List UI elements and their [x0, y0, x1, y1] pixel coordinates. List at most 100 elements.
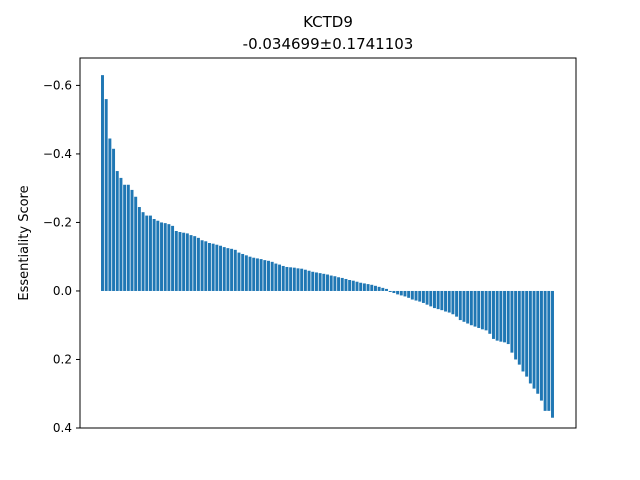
bar: [303, 269, 307, 291]
bar: [174, 231, 178, 291]
bar: [521, 290, 525, 372]
bar: [148, 215, 152, 291]
bar: [337, 277, 341, 291]
y-tick-label: 0.0: [53, 284, 72, 298]
bar: [373, 285, 377, 291]
bar: [396, 290, 400, 295]
bar: [259, 259, 263, 291]
bar: [359, 282, 363, 291]
bar: [211, 243, 215, 291]
bar: [167, 224, 171, 291]
bar: [466, 290, 470, 324]
bar: [126, 184, 130, 291]
bar: [429, 290, 433, 307]
bar: [329, 275, 333, 291]
bar: [543, 290, 547, 411]
bar: [196, 237, 200, 291]
bar: [517, 290, 521, 365]
bar: [532, 290, 536, 389]
bar: [296, 268, 300, 291]
bar: [473, 290, 477, 327]
y-tick-label: 0.4: [53, 421, 72, 435]
bar: [311, 271, 315, 291]
bar: [278, 264, 282, 291]
bar: [300, 268, 304, 291]
bar: [226, 248, 230, 291]
bar: [499, 290, 503, 342]
bar: [307, 270, 311, 291]
plot-frame: [79, 57, 577, 429]
y-axis: −0.6 −0.4 −0.2 0.0 0.2 0.4: [43, 78, 80, 435]
bar: [392, 290, 396, 294]
bar: [171, 225, 175, 291]
bar: [156, 220, 160, 291]
y-tick-label: −0.6: [43, 78, 72, 92]
bar: [112, 148, 116, 291]
y-tick-label: 0.2: [53, 352, 72, 366]
bar: [178, 232, 182, 291]
bar: [101, 75, 104, 291]
bar: [137, 207, 141, 291]
bar: [421, 290, 425, 303]
bar: [215, 244, 219, 291]
bar: [281, 265, 285, 291]
bar: [447, 290, 451, 313]
bar: [514, 290, 518, 360]
bar: [204, 241, 208, 291]
bar: [134, 196, 138, 291]
bar: [108, 138, 112, 291]
bar: [255, 258, 259, 291]
bar: [403, 290, 407, 297]
bar: [451, 290, 455, 315]
bar: [248, 256, 252, 291]
bar: [366, 284, 370, 291]
bar: [193, 236, 197, 291]
bar: [440, 290, 444, 311]
bar: [506, 290, 510, 345]
bar: [145, 215, 149, 291]
bar: [130, 189, 134, 291]
bar: [252, 257, 256, 291]
bar: [495, 290, 499, 341]
bar: [326, 274, 329, 291]
bar: [455, 290, 459, 317]
bar: [547, 290, 551, 411]
bar: [469, 290, 473, 326]
bar: [388, 290, 392, 292]
bar: [355, 281, 359, 291]
bar: [318, 273, 322, 291]
bar: [432, 290, 436, 309]
bars-group: [101, 75, 554, 418]
bar: [484, 290, 488, 331]
bar: [444, 290, 448, 312]
bar: [285, 266, 289, 291]
bar: [377, 286, 381, 291]
bar: [488, 290, 492, 334]
bar: [536, 290, 540, 394]
bar: [222, 247, 226, 291]
bar: [414, 290, 418, 301]
bar: [462, 290, 466, 322]
bar: [207, 243, 211, 291]
bar: [322, 273, 326, 291]
bar: [233, 249, 237, 291]
bar: [219, 245, 223, 291]
bar: [123, 184, 127, 291]
bar: [200, 240, 204, 291]
bar: [267, 260, 270, 291]
bar: [182, 232, 186, 291]
chart-subtitle: -0.034699±0.1741103: [243, 35, 414, 53]
bar: [119, 177, 123, 291]
chart-title: KCTD9: [303, 13, 353, 31]
bar: [399, 290, 403, 296]
bar: [525, 290, 529, 377]
bar: [410, 290, 414, 300]
bar: [407, 290, 411, 298]
y-tick-label: −0.2: [43, 215, 72, 229]
bar: [351, 280, 355, 291]
bar: [237, 252, 241, 291]
bar: [289, 267, 293, 291]
bar: [160, 222, 163, 291]
y-axis-label: Essentiality Score: [17, 185, 32, 300]
bar: [539, 290, 543, 401]
